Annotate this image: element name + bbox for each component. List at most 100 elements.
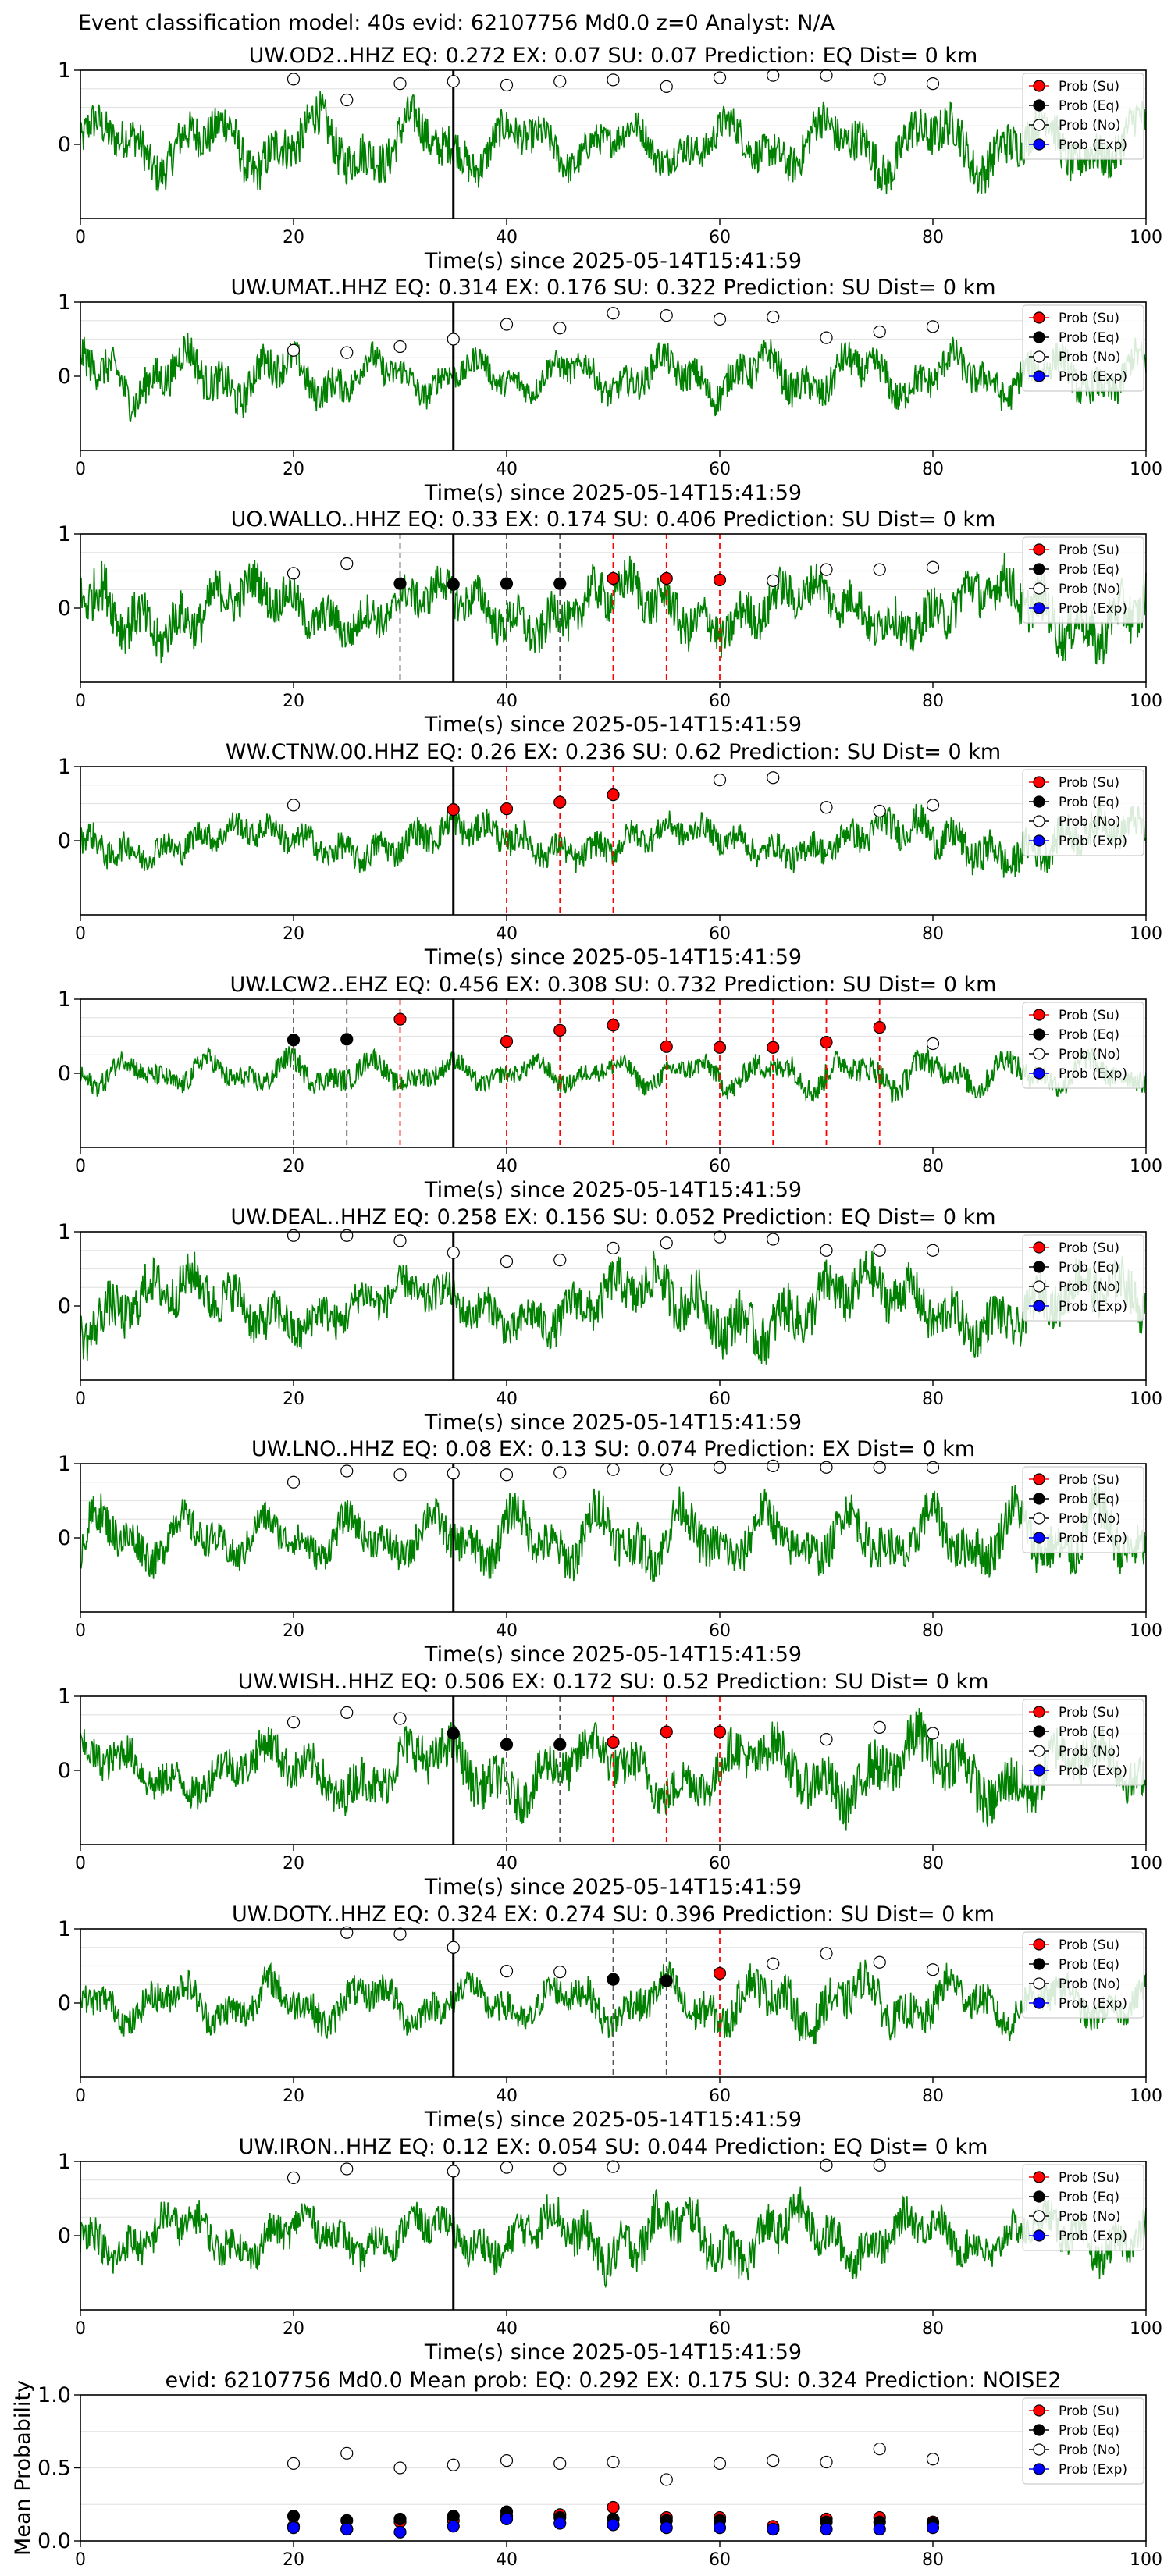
mean-marker-exp [287,2521,301,2535]
legend-label: Prob (Eq) [1059,2423,1119,2439]
mean-marker-no [873,2443,886,2456]
prob-marker-no [767,1957,780,1970]
legend-marker-eq [1033,99,1045,112]
prob-marker-no [287,343,301,357]
x-tick-label: 80 [922,2550,944,2570]
legend-marker-eq [1033,1725,1045,1738]
prob-marker-no [553,322,567,335]
x-tick-label: 100 [1130,692,1162,711]
legend-label: Prob (No) [1059,2443,1121,2458]
legend-box [1022,536,1144,624]
legend-box [1022,304,1144,392]
prob-marker-no [873,1461,886,1474]
prob-marker-no [393,1468,407,1482]
x-tick-label: 80 [922,2087,944,2106]
x-tick-label: 40 [496,1621,518,1641]
y-tick-label: 0 [58,596,71,621]
x-axis-label: Time(s) since 2025-05-14T15:41:59 [424,1178,802,1202]
y-tick-label: 1 [58,1917,71,1941]
y-tick-label: 0 [58,1294,71,1318]
legend-marker-no [1033,1280,1045,1293]
mean-marker-no [287,2457,301,2470]
x-tick-label: 20 [283,2319,304,2339]
prob-marker-eq [287,1034,301,1047]
prob-marker-no [713,1461,727,1474]
prob-marker-no [926,1461,940,1474]
prob-marker-no [607,73,620,87]
mean-marker-exp [340,2522,354,2536]
prob-marker-eq [500,1738,514,1751]
y-tick-label: 0 [58,829,71,853]
legend-label: Prob (No) [1059,1047,1121,1062]
panel-title: UW.OD2..HHZ EQ: 0.272 EX: 0.07 SU: 0.07 … [249,44,978,68]
prob-marker-no [873,804,886,818]
y-tick-label: 0 [58,1526,71,1550]
x-axis-label: Time(s) since 2025-05-14T15:41:59 [424,249,802,273]
mean-marker-exp [660,2521,673,2535]
legend-marker-no [1033,2210,1045,2222]
x-tick-label: 60 [709,924,731,944]
prob-marker-no [447,75,460,88]
legend-marker-exp [1033,1997,1045,2009]
x-tick-label: 0 [75,2550,86,2570]
prob-marker-no [340,1926,354,1939]
prob-marker-no [820,1461,833,1474]
prob-marker-no [660,1463,673,1476]
prob-marker-no [820,1947,833,1960]
legend-box [1022,2164,1144,2251]
x-tick-label: 0 [75,1389,86,1409]
prob-marker-no [713,1230,727,1244]
legend-marker-eq [1033,1958,1045,1970]
prob-marker-su [713,1041,727,1054]
prob-marker-no [393,76,407,91]
legend-label: Prob (Eq) [1059,1027,1119,1043]
station-panel-3: UO.WALLO..HHZ EQ: 0.33 EX: 0.174 SU: 0.4… [58,507,1162,737]
legend-label: Prob (No) [1059,582,1121,597]
x-tick-label: 20 [283,1621,304,1641]
x-tick-label: 80 [922,1157,944,1176]
legend-label: Prob (Exp) [1059,1996,1127,2012]
legend-box [1022,769,1144,856]
prob-marker-no [607,1463,620,1476]
prob-marker-eq [447,1727,460,1740]
prob-marker-no [553,1966,567,1979]
station-panel-2: UW.UMAT..HHZ EQ: 0.314 EX: 0.176 SU: 0.3… [58,276,1162,505]
prob-marker-no [820,801,833,814]
y-tick-label: 0.0 [37,2529,71,2553]
x-tick-label: 60 [709,692,731,711]
legend-label: Prob (Eq) [1059,330,1119,346]
prob-marker-su [660,1725,673,1738]
mean-probability-panel: evid: 62107756 Md0.0 Mean prob: EQ: 0.29… [11,2368,1162,2570]
prob-marker-no [713,773,727,787]
prob-marker-no [607,1241,620,1255]
legend-label: Prob (Su) [1059,1472,1119,1488]
prob-marker-no [287,1716,301,1729]
x-tick-label: 0 [75,2087,86,2106]
legend-marker-su [1033,543,1045,556]
legend-label: Prob (Su) [1059,1008,1119,1023]
prob-marker-su [660,571,673,585]
mean-marker-exp [713,2521,727,2535]
panel-title: UW.LNO..HHZ EQ: 0.08 EX: 0.13 SU: 0.074 … [251,1437,975,1461]
legend-marker-no [1033,1048,1045,1060]
x-tick-label: 40 [496,1389,518,1409]
x-tick-label: 80 [922,228,944,247]
legend-marker-eq [1033,795,1045,808]
panel-title: UW.LCW2..EHZ EQ: 0.456 EX: 0.308 SU: 0.7… [230,973,997,997]
legend-box [1022,1466,1144,1553]
x-tick-label: 0 [75,460,86,479]
legend-marker-eq [1033,1028,1045,1041]
x-tick-label: 20 [283,924,304,944]
mean-marker-eq [393,2512,407,2526]
prob-marker-no [873,325,886,339]
legend-marker-eq [1033,1261,1045,1273]
legend-label: Prob (Exp) [1059,2229,1127,2244]
prob-marker-no [767,771,780,785]
prob-marker-no [767,1233,780,1246]
prob-marker-no [340,1464,354,1478]
x-tick-label: 20 [283,2087,304,2106]
prob-marker-no [713,71,727,84]
station-panel-6: UW.DEAL..HHZ EQ: 0.258 EX: 0.156 SU: 0.0… [58,1205,1162,1435]
y-tick-label: 1 [58,755,71,779]
mean-marker-no [767,2454,780,2467]
